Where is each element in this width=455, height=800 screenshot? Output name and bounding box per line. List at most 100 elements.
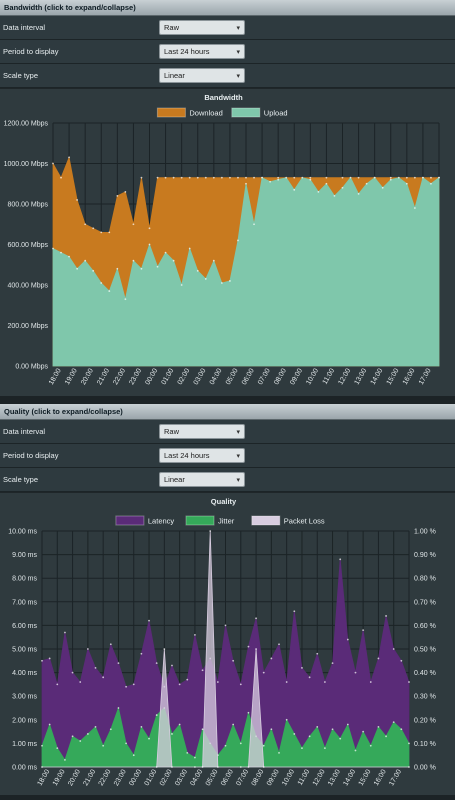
data-point	[285, 718, 288, 721]
period-select[interactable]: Last 24 hours ▾	[159, 448, 245, 463]
x-tick-label: 16:00	[402, 367, 417, 386]
data-point	[323, 747, 326, 750]
x-tick-label: 09:00	[266, 768, 281, 787]
period-select[interactable]: Last 24 hours ▾	[159, 44, 245, 59]
data-point	[317, 190, 320, 193]
data-point	[413, 207, 416, 209]
series-area-latency	[41, 559, 410, 768]
data-point	[245, 176, 247, 179]
data-point	[79, 681, 82, 683]
data-point	[148, 243, 151, 246]
data-point	[262, 766, 265, 768]
data-point	[108, 290, 111, 292]
period-label: Period to display	[3, 451, 59, 460]
data-point	[108, 231, 111, 234]
data-point	[204, 176, 207, 179]
data-point	[125, 742, 128, 745]
data-point	[316, 652, 319, 655]
data-point	[64, 631, 66, 634]
y-right-tick-label: 0.10 %	[414, 741, 436, 748]
data-point	[56, 747, 59, 750]
quality-section: Quality (click to expand/collapse) Data …	[0, 404, 455, 795]
data-point	[408, 742, 410, 745]
data-point	[331, 728, 334, 731]
x-tick-label: 21:00	[82, 768, 97, 787]
data-point	[148, 737, 150, 740]
data-point	[92, 269, 95, 272]
x-tick-label: 14:00	[370, 367, 385, 386]
data-point	[239, 766, 242, 768]
x-tick-label: 12:00	[312, 768, 327, 787]
data-interval-label: Data interval	[3, 23, 46, 32]
data-point	[86, 648, 89, 650]
x-tick-label: 10:00	[305, 367, 320, 386]
x-tick-label: 18:00	[37, 768, 52, 787]
data-interval-label: Data interval	[3, 427, 46, 436]
scale-type-select[interactable]: Linear ▾	[159, 68, 245, 83]
data-point	[41, 744, 43, 747]
scale-type-select[interactable]: Linear ▾	[159, 472, 245, 487]
data-point	[204, 278, 207, 280]
data-point	[341, 186, 344, 189]
data-point	[400, 728, 403, 731]
data-point	[140, 725, 143, 728]
x-tick-label: 16:00	[373, 768, 388, 787]
y-right-tick-label: 0.60 %	[414, 623, 436, 630]
data-point	[247, 711, 250, 714]
data-point	[194, 766, 196, 768]
chart-title: Bandwidth	[204, 93, 243, 102]
x-tick-label: 13:00	[354, 367, 369, 386]
data-point	[180, 284, 183, 286]
data-point	[245, 182, 247, 185]
data-interval-select[interactable]: Raw ▾	[159, 424, 245, 439]
data-point	[164, 176, 167, 179]
scale-type-label: Scale type	[3, 71, 39, 80]
data-point	[52, 162, 54, 165]
x-tick-label: 00:00	[128, 768, 143, 787]
data-point	[293, 176, 296, 179]
data-point	[68, 255, 70, 258]
x-tick-label: 19:00	[52, 768, 67, 787]
data-point	[381, 186, 384, 189]
legend-swatch-latency	[115, 515, 145, 526]
bandwidth-section-header[interactable]: Bandwidth (click to expand/collapse)	[0, 0, 455, 16]
y-tick-label: 3.00 ms	[12, 694, 37, 701]
x-tick-label: 20:00	[67, 768, 82, 787]
data-point	[369, 681, 372, 683]
x-tick-label: 15:00	[386, 367, 401, 386]
data-point	[86, 733, 89, 735]
data-point	[109, 728, 112, 731]
data-point	[220, 176, 223, 179]
data-point	[239, 683, 242, 686]
data-point	[220, 282, 223, 284]
data-point	[413, 176, 416, 179]
data-point	[201, 728, 204, 731]
data-point	[132, 754, 135, 757]
data-interval-select[interactable]: Raw ▾	[159, 20, 245, 35]
x-tick-label: 09:00	[289, 367, 304, 386]
data-point	[92, 227, 95, 230]
period-value: Last 24 hours	[164, 451, 210, 460]
data-point	[405, 182, 408, 185]
y-tick-label: 400.00 Mbps	[8, 283, 49, 290]
data-point	[325, 176, 328, 179]
data-point	[180, 176, 183, 179]
x-tick-label: 08:00	[273, 367, 288, 386]
quality-period-row: Period to display Last 24 hours ▾	[0, 444, 455, 468]
x-tick-label: 03:00	[193, 367, 208, 386]
data-point	[247, 766, 250, 768]
data-point	[385, 615, 387, 617]
x-tick-label: 22:00	[112, 367, 127, 386]
x-tick-label: 18:00	[48, 367, 63, 386]
legend-swatch-jitter	[185, 515, 215, 526]
data-point	[132, 223, 135, 226]
x-tick-label: 14:00	[342, 768, 357, 787]
chevron-down-icon: ▾	[236, 428, 240, 436]
data-point	[196, 269, 199, 272]
data-point	[209, 530, 212, 532]
data-point	[385, 735, 387, 738]
quality-section-header[interactable]: Quality (click to expand/collapse)	[0, 404, 455, 420]
y-right-tick-label: 0.90 %	[414, 552, 436, 559]
data-point	[71, 671, 74, 674]
data-point	[178, 683, 181, 686]
